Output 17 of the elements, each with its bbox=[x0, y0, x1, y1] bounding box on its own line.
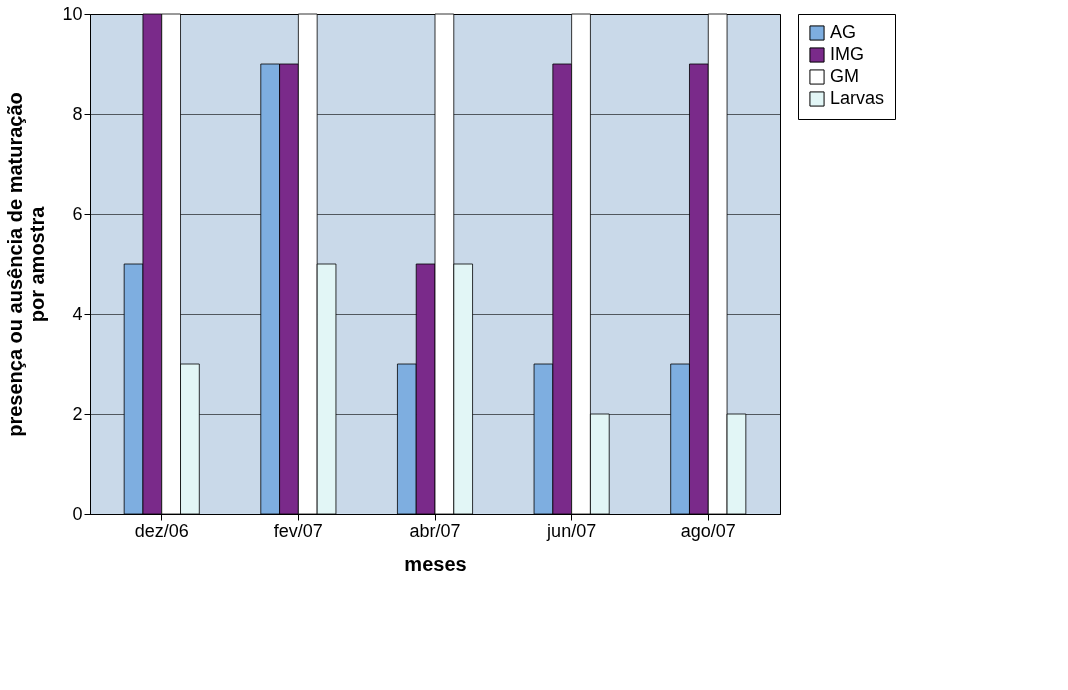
x-tick-label: dez/06 bbox=[134, 520, 189, 541]
y-tick-label: 2 bbox=[72, 403, 83, 424]
legend-label: Larvas bbox=[830, 88, 885, 108]
y-tick-label: 0 bbox=[72, 503, 83, 524]
y-tick-label: 6 bbox=[72, 203, 83, 224]
x-tick-label: ago/07 bbox=[680, 520, 736, 541]
x-axis-title: meses bbox=[404, 552, 467, 575]
y-tick-label: 8 bbox=[72, 103, 83, 124]
y-tick-label: 10 bbox=[62, 3, 83, 24]
legend-label: IMG bbox=[830, 44, 864, 64]
legend-label: GM bbox=[830, 66, 859, 86]
x-tick-label: jun/07 bbox=[546, 520, 597, 541]
x-tick-label: fev/07 bbox=[273, 520, 323, 541]
y-tick-label: 4 bbox=[72, 303, 83, 324]
x-tick-label: abr/07 bbox=[409, 520, 461, 541]
y-axis-title: presença ou ausência de maturação por amostra bbox=[4, 92, 49, 437]
legend-label: AG bbox=[830, 22, 857, 42]
